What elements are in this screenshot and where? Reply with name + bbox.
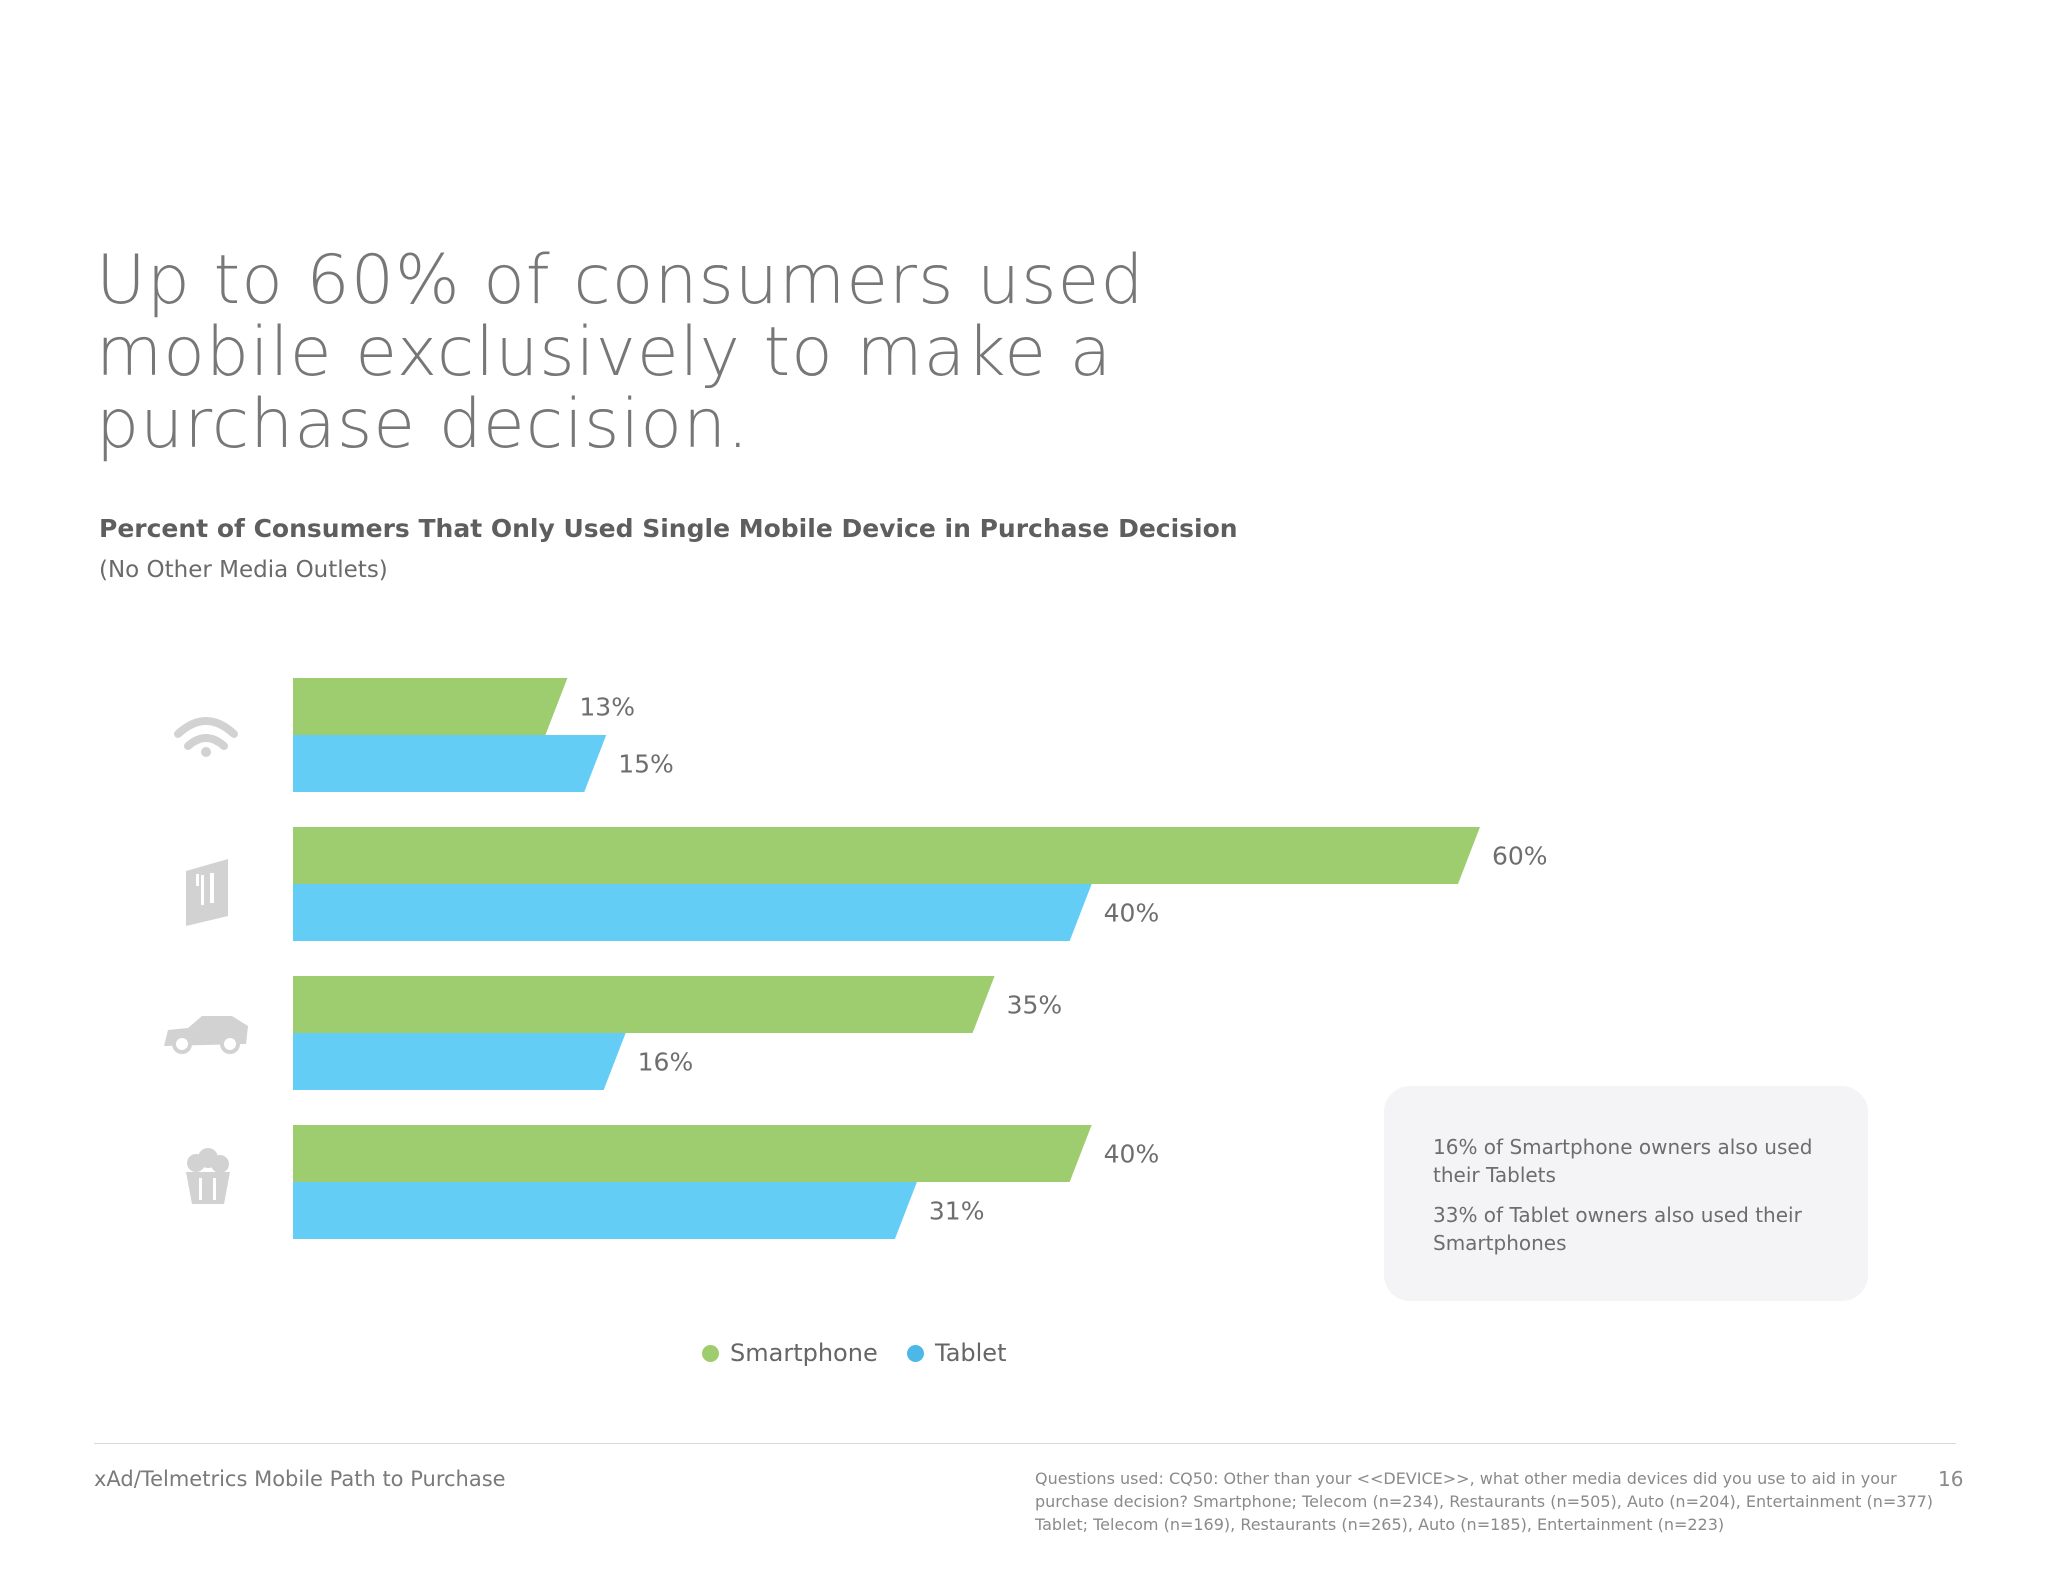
bar-label-entertainment-tablet: 31% <box>929 1197 985 1226</box>
bars-layer: 13% 15% 60% 40% 35% 16% 40% 31% <box>293 678 1548 1239</box>
headline: Up to 60% of consumers used mobile exclu… <box>96 245 1196 461</box>
callout-tablet-note: 33% of Tablet owners also used their Sma… <box>1433 1203 1802 1255</box>
bar-restaurants-smartphone <box>293 827 1480 884</box>
legend-smartphone-label: Smartphone <box>730 1339 878 1367</box>
chart-subtitle: (No Other Media Outlets) <box>99 557 388 583</box>
legend-tablet-swatch <box>907 1344 924 1362</box>
bar-telecom-smartphone <box>293 678 568 735</box>
bar-chart: 13% 15% 60% 40% 35% 16% 40% 31% <box>164 678 1548 1239</box>
bar-label-restaurants-tablet: 40% <box>1104 899 1160 928</box>
bar-label-auto-tablet: 16% <box>638 1048 694 1077</box>
car-icon <box>164 1016 248 1054</box>
bar-label-restaurants-smartphone: 60% <box>1492 842 1548 871</box>
headline-line-1: Up to 60% of consumers used <box>96 241 1145 320</box>
bar-restaurants-tablet <box>293 884 1092 941</box>
footer-questions-note: Questions used: CQ50: Other than your <<… <box>1035 1467 1934 1536</box>
footer-divider <box>94 1443 1956 1444</box>
bar-entertainment-tablet <box>293 1182 917 1239</box>
footer-question-line-3: Tablet; Telecom (n=169), Restaurants (n=… <box>1035 1515 1725 1534</box>
insight-callout: 16% of Smartphone owners also used their… <box>1384 1086 1868 1301</box>
callout-smartphone-note: 16% of Smartphone owners also used their… <box>1433 1135 1813 1187</box>
footer-question-line-1: Questions used: CQ50: Other than your <<… <box>1035 1469 1897 1488</box>
footer-source: xAd/Telmetrics Mobile Path to Purchase <box>94 1467 506 1491</box>
wifi-icon <box>174 717 238 757</box>
headline-line-3: purchase decision. <box>96 385 750 464</box>
page-number: 16 <box>1938 1467 1964 1491</box>
bar-label-telecom-smartphone: 13% <box>579 693 635 722</box>
restaurant-door-icon <box>186 859 228 926</box>
legend-tablet: Tablet <box>907 1339 1006 1367</box>
bar-label-auto-smartphone: 35% <box>1007 991 1063 1020</box>
headline-line-2: mobile exclusively to make a <box>96 313 1113 392</box>
popcorn-icon <box>186 1148 230 1204</box>
bar-label-telecom-tablet: 15% <box>618 750 674 779</box>
bar-label-entertainment-smartphone: 40% <box>1104 1140 1160 1169</box>
legend-tablet-label: Tablet <box>935 1339 1007 1367</box>
bar-entertainment-smartphone <box>293 1125 1092 1182</box>
chart-title: Percent of Consumers That Only Used Sing… <box>99 514 1238 543</box>
footer-question-line-2: purchase decision? Smartphone; Telecom (… <box>1035 1492 1934 1511</box>
legend-smartphone: Smartphone <box>702 1339 878 1367</box>
bar-auto-smartphone <box>293 976 995 1033</box>
legend-smartphone-swatch <box>702 1344 719 1362</box>
bar-auto-tablet <box>293 1033 626 1090</box>
bar-telecom-tablet <box>293 735 607 792</box>
